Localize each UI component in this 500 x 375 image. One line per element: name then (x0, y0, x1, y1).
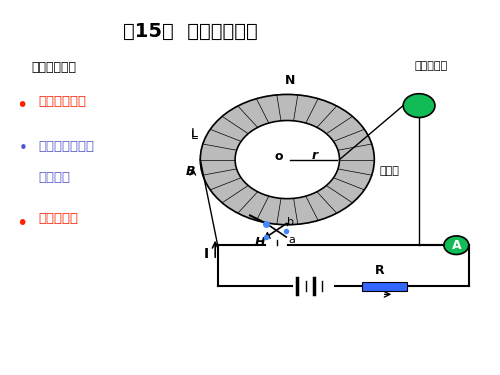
Text: I: I (204, 247, 208, 261)
Text: •: • (16, 213, 28, 232)
Circle shape (403, 94, 435, 117)
Text: 磁介质的磁化: 磁介质的磁化 (38, 95, 86, 108)
Circle shape (235, 120, 340, 199)
Text: a: a (288, 235, 295, 244)
Text: 三种磁介质: 三种磁介质 (38, 213, 78, 225)
Text: 有介质时的安培: 有介质时的安培 (38, 140, 94, 153)
Text: 本章主要内容: 本章主要内容 (31, 61, 76, 74)
Text: •: • (19, 141, 28, 156)
Bar (362, 282, 406, 291)
Text: H: H (254, 236, 265, 249)
Text: 环路定理: 环路定理 (38, 171, 70, 184)
Text: 铁磁质: 铁磁质 (380, 166, 399, 176)
Circle shape (200, 94, 374, 225)
Text: B: B (186, 165, 196, 178)
Text: N: N (284, 74, 295, 87)
Circle shape (444, 236, 469, 255)
Text: •: • (16, 96, 28, 115)
Text: L: L (191, 129, 198, 142)
Text: b: b (288, 217, 294, 227)
Text: r: r (311, 148, 318, 162)
Text: o: o (274, 150, 282, 163)
Text: R: R (374, 264, 384, 277)
Text: A: A (452, 239, 461, 252)
Text: L: L (191, 127, 198, 140)
Text: 第15章  磁介质的磁化: 第15章 磁介质的磁化 (123, 22, 258, 41)
Text: 冲击电流计: 冲击电流计 (414, 62, 447, 71)
